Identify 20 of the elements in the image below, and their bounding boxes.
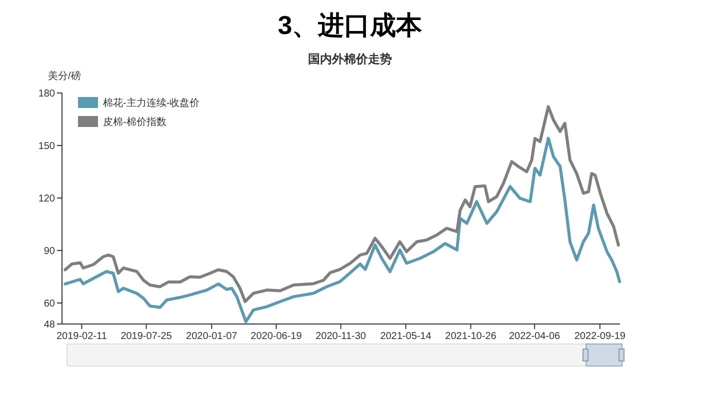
y-tick-label: 60	[44, 298, 56, 310]
x-tick-label: 2021-10-26	[445, 331, 497, 342]
legend-label: 皮棉-棉价指数	[103, 116, 166, 128]
y-tick-label: 180	[38, 88, 56, 100]
y-axis-title: 美分/磅	[48, 70, 81, 82]
x-tick-label: 2019-02-11	[56, 331, 108, 342]
chart-subtitle: 国内外棉价走势	[308, 52, 392, 66]
x-tick-label: 2020-11-30	[316, 331, 366, 342]
y-tick-label: 48	[44, 320, 56, 330]
x-tick-label: 2022-04-06	[508, 331, 561, 342]
legend-label: 棉花-主力连续-收盘价	[103, 97, 200, 109]
y-tick-label: 120	[38, 194, 56, 204]
x-tick-label: 2022-09-19	[574, 331, 626, 342]
y-tick-label: 90	[44, 246, 56, 257]
x-tick-label: 2020-06-19	[250, 331, 302, 342]
y-tick-label: 150	[38, 141, 56, 152]
x-tick-label: 2021-05-14	[380, 331, 432, 342]
chart-title: 3、进口成本	[278, 10, 424, 40]
x-tick-label: 2019-07-25	[120, 331, 172, 342]
x-tick-label: 2020-01-07	[186, 331, 238, 342]
